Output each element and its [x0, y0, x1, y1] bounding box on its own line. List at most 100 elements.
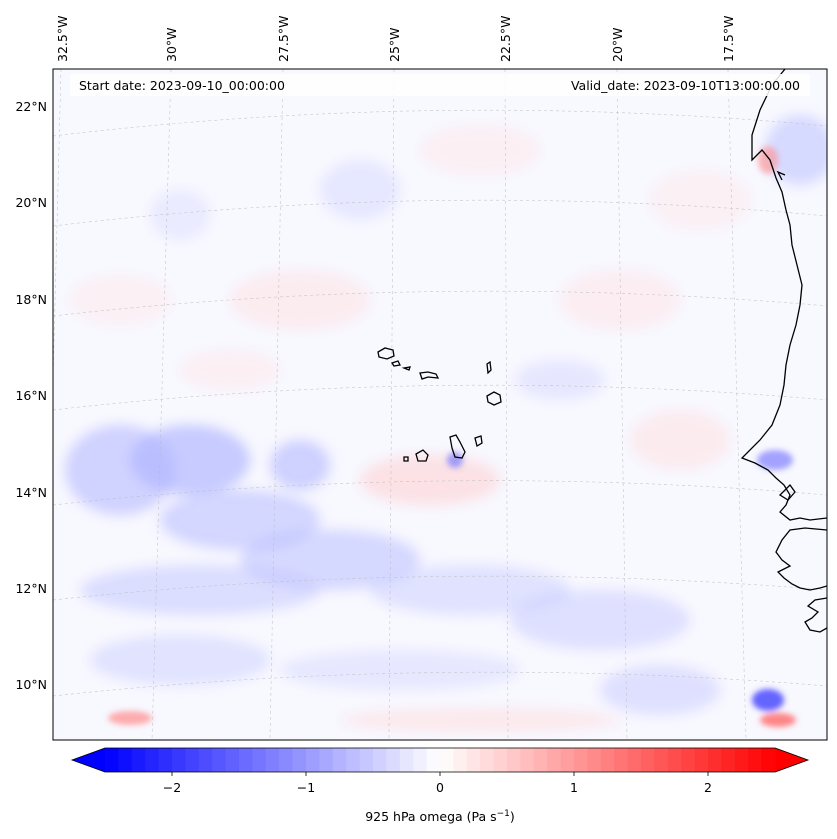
colorbar-bands	[105, 748, 776, 772]
colorbar-band	[145, 748, 160, 772]
lat-tick-labels: 22°N 20°N 18°N 16°N 14°N 12°N 10°N	[15, 99, 47, 692]
colorbar-band	[641, 748, 655, 772]
lon-tick-label: 20°W	[610, 27, 625, 62]
colorbar-band	[453, 748, 468, 772]
island-sao-vicente	[390, 360, 401, 367]
colorbar-band	[359, 748, 374, 772]
colorbar-band	[105, 748, 119, 772]
start-date-label: Start date: 2023-09-10_00:00:00	[79, 78, 285, 93]
colorbar-band	[493, 748, 508, 772]
colorbar-label-main: 925 hPa omega (Pa s	[365, 809, 496, 824]
colorbar-band	[721, 748, 736, 772]
colorbar-band	[480, 748, 495, 772]
colorbar: −2 −1 0 1 2 925 hPa omega (Pa s−1)	[70, 747, 810, 824]
colorbar-band	[292, 748, 307, 772]
lon-tick-label: 30°W	[164, 27, 179, 62]
lon-tick-label: 17.5°W	[721, 16, 736, 62]
colorbar-band	[627, 748, 642, 772]
colorbar-band	[708, 748, 722, 772]
colorbar-band	[399, 748, 414, 772]
annotation-strip	[70, 74, 810, 96]
lon-tick-label: 32.5°W	[55, 16, 70, 62]
island-santiago	[449, 434, 466, 459]
island-brava	[403, 456, 409, 462]
colorbar-band	[239, 748, 253, 772]
colorbar-band	[694, 748, 709, 772]
colorbar-band	[520, 748, 535, 772]
colorbar-band	[734, 748, 749, 772]
colorbar-tick-label: 2	[704, 780, 712, 795]
colorbar-band	[574, 748, 588, 772]
map-panel	[53, 69, 827, 740]
island-sal	[486, 360, 492, 375]
colorbar-band	[279, 748, 294, 772]
colorbar-band	[466, 748, 481, 772]
colorbar-band	[346, 748, 361, 772]
colorbar-band	[681, 748, 696, 772]
lat-tick-label: 20°N	[15, 195, 47, 210]
colorbar-band	[373, 748, 387, 772]
omega-extremes	[108, 146, 796, 727]
island-boa-vista	[486, 391, 502, 406]
map-frame	[52, 68, 828, 741]
lon-tick-label: 25°W	[387, 27, 402, 62]
colorbar-band	[319, 748, 334, 772]
colorbar-outline	[70, 747, 810, 773]
lat-tick-label: 12°N	[15, 581, 47, 596]
colorbar-band	[131, 748, 146, 772]
colorbar-band	[172, 748, 186, 772]
colorbar-extend-max	[775, 748, 808, 772]
colorbar-band	[614, 748, 629, 772]
colorbar-band	[560, 748, 575, 772]
colorbar-band	[507, 748, 521, 772]
colorbar-band	[654, 748, 669, 772]
island-santa-luzia	[401, 366, 411, 371]
coastlines	[377, 69, 827, 633]
colorbar-label-sup: −1	[497, 809, 510, 819]
colorbar-band	[118, 748, 133, 772]
lat-tick-label: 14°N	[15, 485, 47, 500]
colorbar-band	[761, 748, 776, 772]
colorbar-label-end: )	[510, 809, 515, 824]
colorbar-band	[600, 748, 615, 772]
island-fogo	[415, 449, 429, 462]
colorbar-band	[265, 748, 280, 772]
colorbar-tick-label: −1	[297, 780, 315, 795]
colorbar-label: 925 hPa omega (Pa s−1)	[365, 809, 515, 824]
colorbar-band	[533, 748, 548, 772]
colorbar-band	[225, 748, 240, 772]
colorbar-band	[748, 748, 763, 772]
colorbar-band	[667, 748, 682, 772]
lon-tick-label: 22.5°W	[498, 16, 513, 62]
colorbar-ticks: −2 −1 0 1 2	[163, 772, 712, 795]
colorbar-tick-label: 0	[436, 780, 444, 795]
island-maio	[474, 435, 483, 448]
colorbar-band	[386, 748, 401, 772]
colorbar-band	[212, 748, 227, 772]
colorbar-band	[332, 748, 347, 772]
lat-tick-label: 18°N	[15, 292, 47, 307]
colorbar-extend-min	[72, 748, 105, 772]
colorbar-band	[587, 748, 602, 772]
lat-tick-label: 16°N	[15, 388, 47, 403]
omega-field	[65, 115, 827, 732]
colorbar-band	[252, 748, 267, 772]
colorbar-band	[413, 748, 428, 772]
colorbar-band	[306, 748, 320, 772]
colorbar-band	[426, 748, 441, 772]
island-santo-antao	[377, 347, 395, 360]
colorbar-band	[440, 748, 454, 772]
colorbar-band	[158, 748, 173, 772]
colorbar-tick-label: −2	[163, 780, 181, 795]
colorbar-band	[198, 748, 213, 772]
gridlines	[53, 69, 827, 740]
lat-tick-label: 22°N	[15, 99, 47, 114]
lon-tick-labels: 32.5°W 30°W 27.5°W 25°W 22.5°W 20°W 17.5…	[55, 16, 736, 62]
island-sao-nicolau	[419, 371, 440, 380]
colorbar-tick-label: 1	[570, 780, 578, 795]
colorbar-band	[547, 748, 562, 772]
colorbar-band	[185, 748, 200, 772]
lon-tick-label: 27.5°W	[276, 16, 291, 62]
valid-date-label: Valid_date: 2023-09-10T13:00:00.00	[571, 78, 800, 93]
